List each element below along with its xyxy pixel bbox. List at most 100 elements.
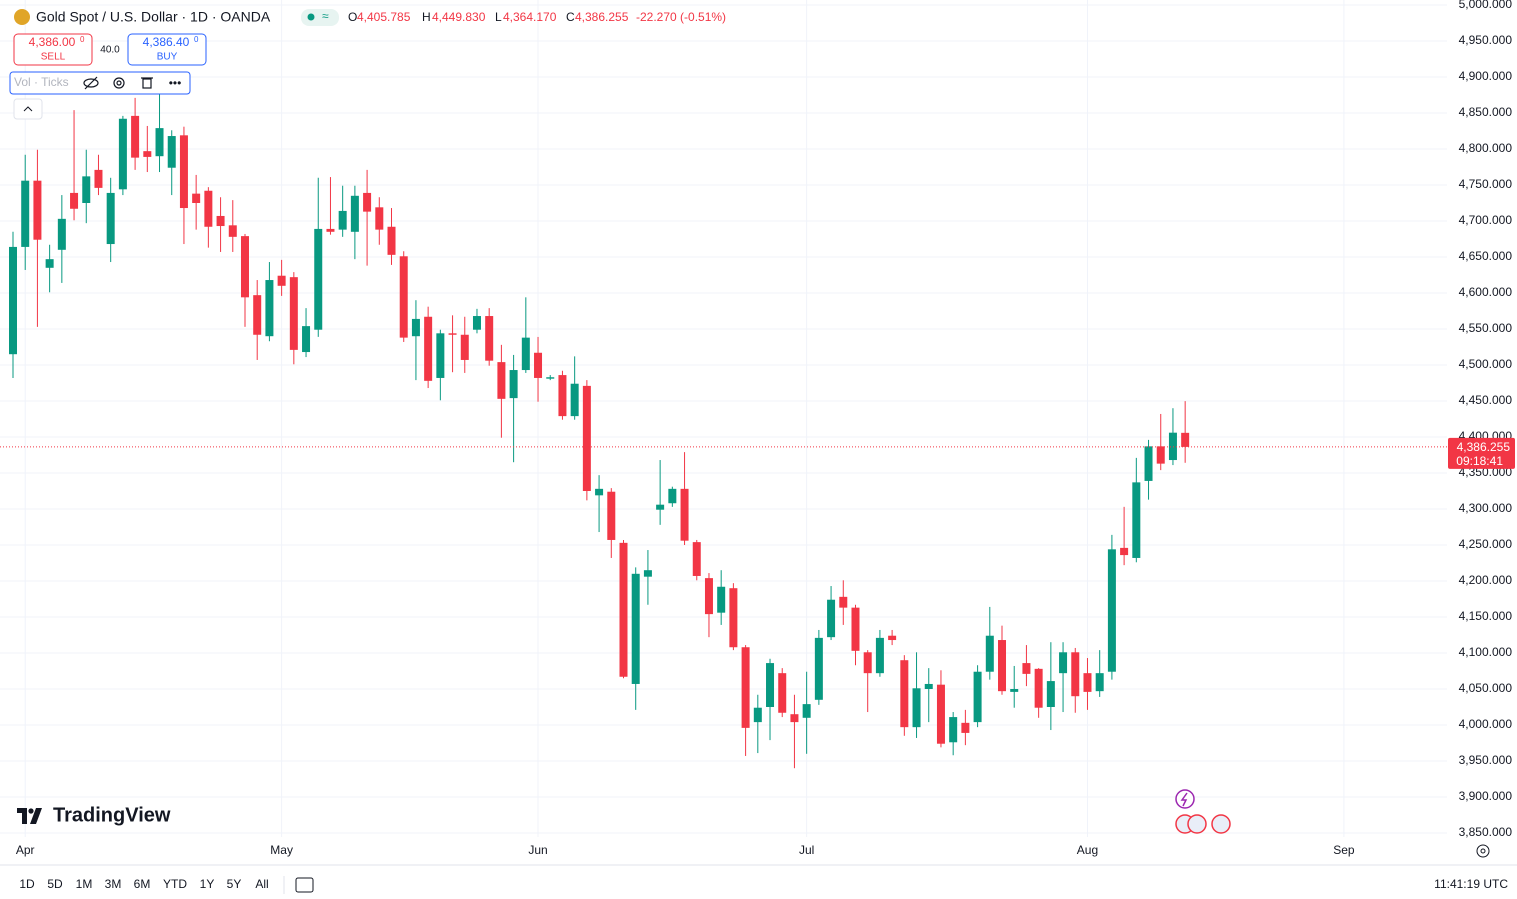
- candle-body: [973, 671, 982, 723]
- candle-body: [167, 136, 176, 168]
- range-button[interactable]: 3M: [105, 877, 122, 891]
- candle-body: [729, 588, 738, 648]
- event-icon[interactable]: [1175, 789, 1195, 809]
- candle-body: [1168, 432, 1177, 461]
- candle-body: [143, 151, 152, 157]
- countdown: 09:18:41: [1456, 454, 1503, 468]
- candle-body: [399, 256, 408, 338]
- ohlc-key: C: [566, 10, 575, 24]
- range-button[interactable]: 1M: [76, 877, 93, 891]
- range-button[interactable]: All: [255, 877, 268, 891]
- more-icon[interactable]: •••: [169, 76, 182, 90]
- candle-body: [839, 596, 848, 608]
- range-button[interactable]: YTD: [163, 877, 187, 891]
- candle-body: [240, 236, 249, 298]
- y-tick-label: 4,800.000: [1459, 141, 1513, 155]
- status-dot: [307, 13, 315, 21]
- candle-body: [350, 195, 359, 232]
- candle-body: [827, 599, 836, 638]
- candle-body: [338, 210, 347, 230]
- candle-body: [411, 318, 420, 337]
- event-flag[interactable]: [1187, 814, 1207, 834]
- candle-body: [216, 215, 225, 227]
- candle-body: [21, 180, 30, 247]
- candle-body: [851, 607, 860, 651]
- status-icon: ≈: [322, 9, 329, 23]
- candle-body: [631, 573, 640, 684]
- y-tick-label: 4,600.000: [1459, 285, 1513, 299]
- range-button[interactable]: 1Y: [200, 877, 215, 891]
- buy-button[interactable]: [127, 33, 207, 66]
- sell-label: SELL: [41, 52, 66, 63]
- settings-icon-center: [1480, 848, 1486, 854]
- candle-body: [1095, 673, 1104, 692]
- y-tick-label: 4,550.000: [1459, 321, 1513, 335]
- range-button[interactable]: 5D: [47, 877, 63, 891]
- y-tick-label: 3,900.000: [1459, 789, 1513, 803]
- candle-body: [961, 722, 970, 733]
- candle-body: [424, 316, 433, 381]
- candle-body: [448, 333, 457, 335]
- candle-body: [753, 707, 762, 723]
- candle-body: [668, 488, 677, 504]
- indicator-icons[interactable]: [83, 76, 153, 90]
- x-tick-label: Apr: [16, 843, 35, 857]
- candle-body: [985, 635, 994, 672]
- y-tick-label: 4,700.000: [1459, 213, 1513, 227]
- candle-body: [595, 488, 604, 496]
- settings-icon[interactable]: [1476, 844, 1490, 858]
- candle-body: [436, 333, 445, 378]
- candle-body: [766, 663, 775, 707]
- candle-body: [1156, 446, 1165, 464]
- candle-body: [387, 226, 396, 255]
- candle-body: [1046, 681, 1055, 707]
- candle-body: [509, 370, 518, 399]
- toolbar: 1D 5D 1M 3M 6M YTD 1Y 5Y All: [19, 877, 268, 891]
- candle-body: [924, 683, 933, 689]
- candle-body: [778, 673, 787, 713]
- symbol-icon: [14, 9, 30, 25]
- collapse-button[interactable]: [13, 98, 43, 120]
- ohlc-value: 4,364.170: [503, 10, 557, 24]
- candle-body: [106, 192, 115, 245]
- candle-body: [460, 334, 469, 360]
- candle-body: [1132, 482, 1141, 558]
- candle-body: [228, 225, 237, 237]
- range-button[interactable]: 5Y: [227, 877, 242, 891]
- range-button[interactable]: 6M: [134, 877, 151, 891]
- candle-body: [179, 135, 188, 209]
- candle-body: [741, 647, 750, 728]
- y-tick-label: 3,850.000: [1459, 825, 1513, 839]
- candle-body: [192, 193, 201, 203]
- candle-body: [570, 383, 579, 417]
- sell-button[interactable]: [13, 33, 93, 66]
- candle-body: [472, 316, 481, 330]
- logo-mark: [17, 808, 42, 824]
- ohlc-key: H: [422, 10, 431, 24]
- candle-body: [277, 275, 286, 286]
- candle-body: [936, 684, 945, 744]
- candle-body: [998, 640, 1007, 692]
- candle-body: [1107, 549, 1116, 672]
- y-tick-label: 4,900.000: [1459, 69, 1513, 83]
- candle-body: [326, 228, 335, 232]
- y-tick-label: 4,250.000: [1459, 537, 1513, 551]
- buy-sup: 0: [194, 35, 199, 44]
- y-tick-label: 4,150.000: [1459, 609, 1513, 623]
- y-tick-label: 4,100.000: [1459, 645, 1513, 659]
- range-button[interactable]: 1D: [19, 877, 35, 891]
- candle-body: [643, 570, 652, 577]
- candle-body: [155, 128, 164, 157]
- calendar-icon[interactable]: [295, 877, 314, 893]
- ohlc-key: O: [348, 10, 357, 24]
- candle-body: [45, 259, 54, 268]
- y-tick-label: 4,500.000: [1459, 357, 1513, 371]
- event-flag[interactable]: [1211, 814, 1231, 834]
- candle-body: [253, 295, 262, 335]
- candle-body: [607, 491, 616, 540]
- y-tick-label: 4,950.000: [1459, 33, 1513, 47]
- ohlc-value: 4,449.830: [432, 10, 486, 24]
- candle-body: [302, 326, 311, 353]
